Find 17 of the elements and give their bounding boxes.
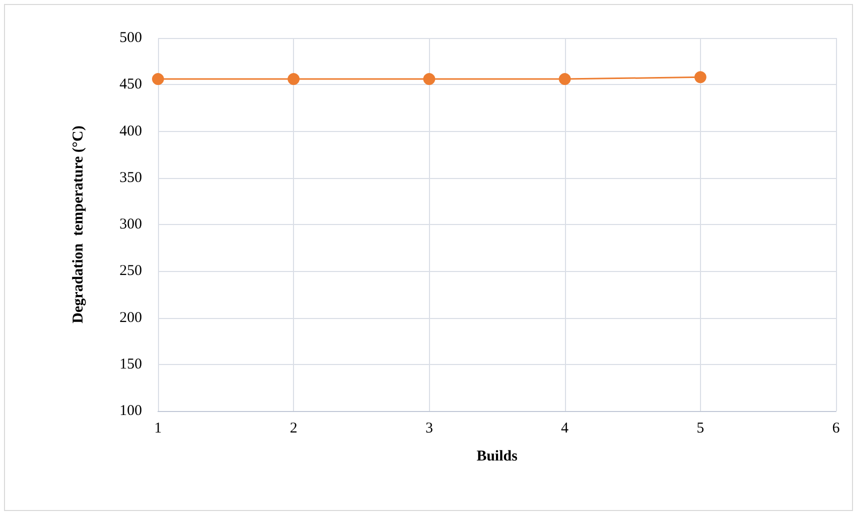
x-tick-label: 6 [832, 420, 840, 436]
y-tick-label: 250 [120, 263, 142, 280]
y-tick-label: 300 [120, 216, 142, 232]
y-tick-label: 400 [120, 123, 142, 140]
x-tick-label: 2 [290, 420, 298, 436]
x-tick-label: 4 [561, 420, 570, 436]
y-tick-label: 350 [120, 170, 142, 186]
y-tick-label: 100 [120, 403, 142, 419]
y-axis-title: Degradation temperature (°C) [70, 126, 86, 324]
x-axis-title: Builds [476, 448, 518, 464]
y-tick-label: 450 [120, 76, 142, 93]
x-tick-label: 5 [696, 420, 704, 436]
y-tick-label: 200 [120, 310, 142, 326]
y-tick-label: 150 [120, 356, 142, 372]
x-tick-label: 3 [425, 420, 433, 436]
x-tick-label: 1 [154, 420, 162, 436]
y-tick-label: 500 [120, 30, 142, 46]
